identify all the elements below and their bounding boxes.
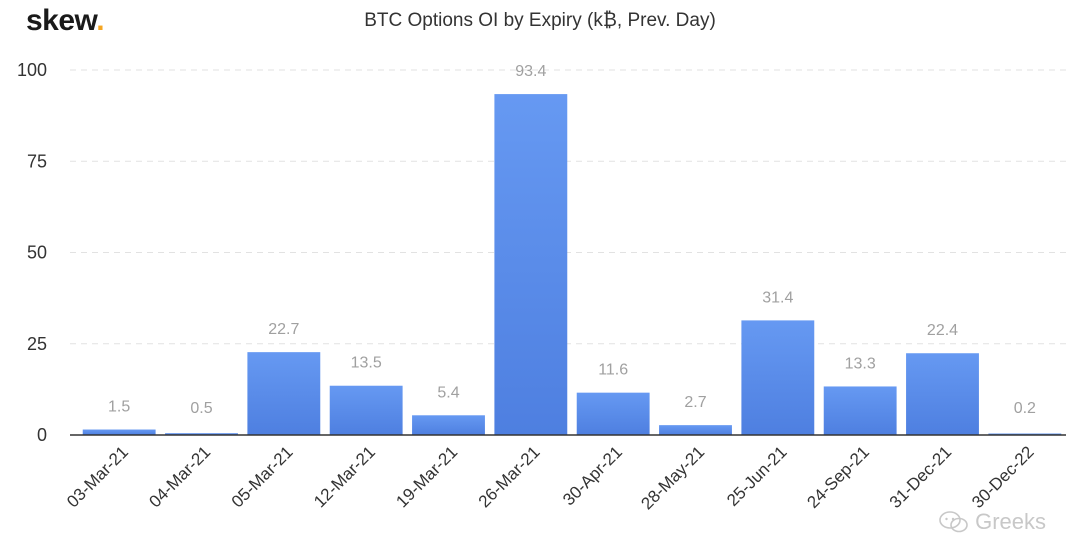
y-tick-label: 75 <box>27 151 47 171</box>
skew-logo: skew. <box>26 4 105 38</box>
data-label: 13.5 <box>351 355 382 372</box>
y-axis-ticks: 0 25 50 75 100 <box>17 60 47 445</box>
bars <box>82 94 1062 435</box>
x-tick-label: 30-Apr-21 <box>559 442 626 509</box>
watermark: Greeks <box>939 509 1046 535</box>
x-axis-ticks: 03-Mar-21 04-Mar-21 05-Mar-21 12-Mar-21 19-M… <box>63 442 1038 513</box>
x-tick-label: 12-Mar-21 <box>310 442 379 511</box>
data-label: 22.4 <box>927 322 958 339</box>
x-tick-label: 19-Mar-21 <box>392 442 461 511</box>
bar <box>329 385 403 435</box>
data-label: 11.6 <box>598 362 628 379</box>
bar <box>741 320 815 435</box>
y-tick-label: 0 <box>37 425 47 445</box>
x-tick-label: 24-Sep-21 <box>803 442 873 512</box>
x-tick-label: 31-Dec-21 <box>886 442 956 512</box>
bar <box>82 429 156 435</box>
x-tick-label: 03-Mar-21 <box>63 442 132 511</box>
x-tick-label: 25-Jun-21 <box>723 442 791 510</box>
watermark-text: Greeks <box>975 509 1046 534</box>
y-tick-label: 100 <box>17 60 47 80</box>
y-tick-label: 25 <box>27 334 47 354</box>
bar <box>412 415 485 435</box>
data-label: 2.7 <box>684 394 706 411</box>
bar <box>576 392 650 435</box>
data-label: 0.2 <box>1014 400 1036 417</box>
x-tick-label: 04-Mar-21 <box>145 442 214 511</box>
data-label: 0.5 <box>190 400 212 417</box>
data-label: 13.3 <box>845 355 876 372</box>
data-label: 93.4 <box>515 63 546 80</box>
bar <box>494 94 568 435</box>
bar <box>659 425 732 435</box>
data-label: 5.4 <box>437 384 459 401</box>
bar <box>906 353 979 435</box>
x-tick-label: 30-Dec-22 <box>968 442 1038 512</box>
chart-title: BTC Options OI by Expiry (k₿, Prev. Day) <box>364 10 716 31</box>
data-label: 22.7 <box>268 321 299 338</box>
data-labels: 1.5 0.5 22.7 13.5 5.4 93.4 11.6 2.7 31.4 13.3 22.4… <box>108 63 1036 417</box>
y-tick-label: 50 <box>27 243 47 263</box>
chat-bubble-icon <box>939 511 968 533</box>
x-tick-label: 28-May-21 <box>637 442 708 513</box>
bar <box>823 386 897 435</box>
data-label: 31.4 <box>762 289 793 306</box>
bar <box>165 433 238 435</box>
logo-dot: . <box>96 4 105 37</box>
x-tick-label: 05-Mar-21 <box>228 442 297 511</box>
logo-text: skew <box>26 4 97 37</box>
data-label: 1.5 <box>108 399 130 416</box>
grid-lines <box>70 69 1066 345</box>
bar <box>247 352 321 435</box>
x-tick-label: 26-Mar-21 <box>475 442 544 511</box>
